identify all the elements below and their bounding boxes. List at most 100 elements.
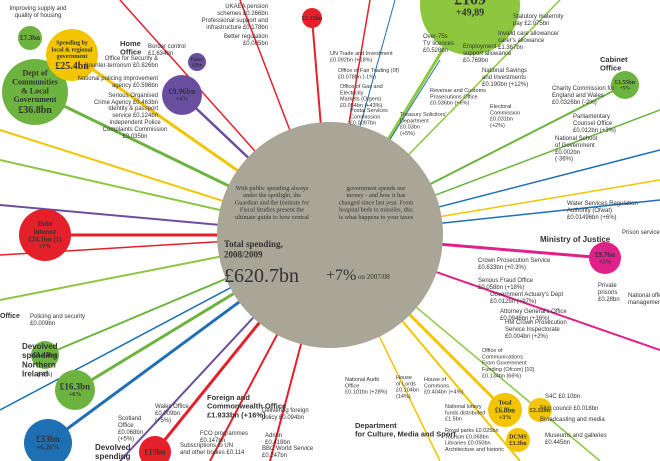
bubble: [139, 436, 171, 461]
text-line: £3.12bn: [302, 16, 323, 22]
text-line: government spends our: [347, 185, 407, 192]
text-line: Revenue and Customs: [430, 88, 486, 94]
text-line: £0.058bn (+18%): [478, 285, 524, 291]
total-label: Total spending, 2008/2009: [224, 239, 283, 259]
text-line: +49,89: [456, 7, 484, 18]
label: Charity Commission for England and Wales £…: [552, 86, 614, 106]
text-line: Over-75s: [423, 34, 448, 40]
text-line: £0.009bn: [155, 411, 180, 417]
label: Statutory maternity pay £2.075bn: [513, 14, 563, 27]
text-line: Guardian and the Institute for: [235, 199, 310, 206]
label: Office for Security & Counter-terrorism £…: [84, 56, 158, 69]
bubble-label: DCMS £3.3bn: [509, 435, 527, 448]
text-line: Authority (Ofwat): [567, 208, 612, 214]
label: Office: [0, 313, 20, 320]
label: Scotland Office £0.068bn (+5%): [118, 416, 143, 443]
bubble-label: £1.44bn: [33, 351, 57, 359]
text-line: hospital beds to missiles, this: [339, 207, 413, 214]
text-line: £1.44bn: [33, 351, 57, 359]
bubble: [162, 75, 202, 115]
text-line: Complaints Commission: [103, 127, 168, 133]
total: £620.7bn: [224, 265, 299, 287]
text-line: Funding (Ofcom) [10]: [482, 367, 534, 373]
text-line: +6.26%: [36, 444, 59, 452]
text-line: National offender: [628, 293, 660, 299]
label: House of Lords £0.104bn (14%): [396, 375, 419, 400]
bubble-label: Police £8bn: [191, 58, 205, 69]
text-line: £0.031bn: [490, 117, 513, 123]
intro-right: government spends our money - and how it …: [339, 185, 414, 221]
labels: Improving supply and quality of housing Ho…: [0, 4, 660, 461]
text-line: Home: [120, 39, 141, 48]
text-line: for Culture, Media and Sport: [355, 430, 456, 439]
text-line: (+5%): [400, 131, 415, 137]
text-line: Subscriptions to UN: [180, 443, 233, 449]
bubble-label: Spending by local & regional government £25…: [52, 41, 93, 72]
text-line: £0.0097bn: [350, 121, 376, 127]
label: Employment support allowance £0.769bn: [463, 44, 512, 64]
text-line: agency £0.596bn: [112, 83, 158, 89]
text-line: Improving supply and: [9, 6, 66, 12]
text-line: Wales Office: [155, 404, 189, 410]
text-line: of Lords: [396, 381, 416, 387]
text-line: Treasury Solicitors': [400, 112, 446, 118]
text-line: policy £0.094bn: [262, 415, 304, 421]
text-line: £0.418bn: [265, 440, 290, 446]
text-line: (+2%): [490, 123, 505, 129]
text-line: £8bn: [192, 63, 203, 68]
text-line: carer's allowance: [498, 38, 545, 44]
text-line: £0.035bn: [122, 134, 147, 140]
text-line: Dept of: [22, 69, 47, 78]
bubble: [55, 370, 95, 410]
text-line: £0.769bn: [463, 58, 488, 64]
label: UKAEA pension schemes £0.266bn: [217, 4, 268, 17]
text-line: £33bn: [36, 434, 60, 444]
text-line: Northern: [22, 360, 56, 369]
text-line: £0.134bn (66%): [482, 373, 521, 379]
bubble: [31, 341, 59, 369]
text-line: Tourism £0.068bn: [445, 434, 489, 440]
text-line: Serious Organised: [108, 93, 158, 99]
text-line: National lottery: [445, 404, 482, 410]
label: Broadcasting and media: [540, 417, 605, 423]
text-line: Crown Prosecution Service: [478, 258, 551, 264]
text-line: £15bn: [145, 447, 166, 456]
text-line: Cabinet: [600, 55, 628, 64]
text-line: Employment: [463, 44, 497, 50]
label: Professional support and infrastructure £…: [202, 18, 268, 31]
text-line: With public spending always: [235, 185, 309, 192]
text-line: Invalid care allowance/: [498, 31, 559, 37]
text-line: Commonwealth Office: [207, 402, 286, 411]
text-line: £0.092bn (+18%): [330, 57, 373, 63]
text-line: Electricity: [340, 90, 364, 96]
text-line: Independent Police: [109, 120, 161, 126]
text-line: Serious Fraud Office: [478, 278, 534, 284]
text-line: £0.036bn (+6%): [430, 101, 469, 107]
intro-left: With public spending always under the spo…: [235, 185, 310, 221]
text-line: (+5%): [118, 437, 134, 443]
text-line: TV licences: [423, 41, 454, 47]
bubble-label: £109+49,89: [454, 0, 486, 18]
text-line: House of: [424, 377, 446, 383]
text-line: Spending by: [56, 41, 88, 47]
label: Policing and security £0.009bn: [30, 314, 85, 327]
text-line: Total spending,: [224, 239, 283, 249]
text-line: Devolved: [22, 342, 58, 351]
text-line: £0.147bn: [200, 438, 225, 444]
text-line: £0.002bn: [555, 150, 580, 156]
text-line: Office of: [482, 348, 503, 354]
text-line: Total: [498, 401, 511, 407]
text-line: £0.012bn (+97%): [490, 299, 536, 305]
label: Water Services Regulation Authority (Ofwa…: [567, 201, 638, 221]
bubble: [488, 393, 522, 427]
bubble-label: Total £6.8bn +3%: [495, 401, 515, 421]
text-line: £0.101bn (+28%): [345, 390, 388, 396]
center-text: With public spending always under the spo…: [224, 185, 414, 287]
text-line: +4%: [176, 97, 188, 103]
text-line: interest: [34, 228, 57, 236]
text-line: Museums and galleries: [545, 433, 607, 439]
text-line: BBC World Service: [262, 446, 314, 452]
text-line: Identity & passport: [108, 106, 158, 112]
change-note: on 2007/08: [358, 273, 390, 281]
label: Independent Police Complaints Commission £…: [103, 120, 168, 140]
